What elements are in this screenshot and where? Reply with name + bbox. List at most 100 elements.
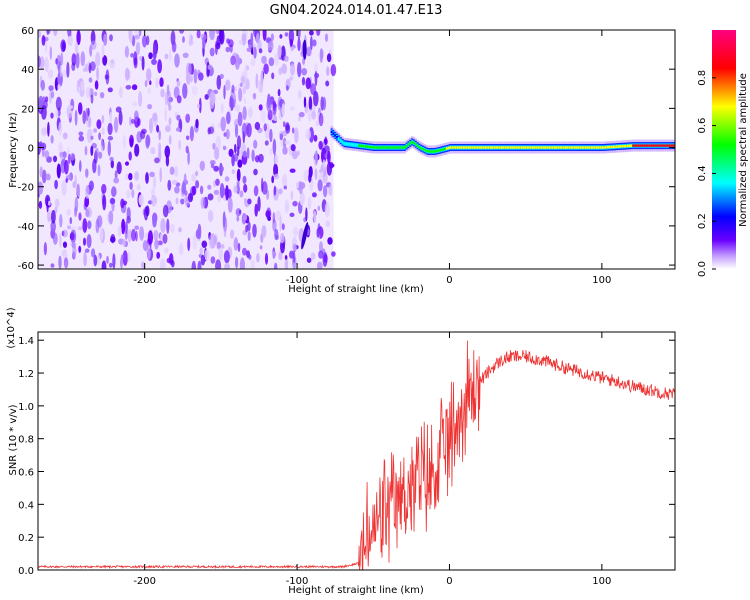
band-core <box>599 146 602 149</box>
noise-cell <box>41 169 47 184</box>
noise-cell <box>107 135 114 141</box>
noise-cell <box>158 142 162 152</box>
noise-cell <box>253 168 258 176</box>
noise-cell <box>237 111 243 127</box>
band-core <box>579 146 582 149</box>
band-core <box>511 146 514 149</box>
band-core <box>575 146 578 149</box>
band-core <box>387 146 390 149</box>
noise-cell <box>226 111 231 125</box>
noise-cell <box>305 77 312 90</box>
noise-cell <box>248 254 252 260</box>
band-core <box>555 146 558 149</box>
noise-cell <box>116 161 122 175</box>
noise-cell <box>124 67 130 81</box>
noise-cell <box>310 36 313 51</box>
noise-cell <box>102 194 107 211</box>
noise-cell <box>58 255 62 269</box>
noise-cell <box>173 86 180 99</box>
band-core <box>507 146 511 149</box>
noise-cell <box>93 128 98 133</box>
noise-cell <box>60 52 64 66</box>
noise-cell <box>215 178 220 186</box>
noise-cell <box>66 61 70 78</box>
band-core <box>436 149 439 152</box>
noise-cell <box>101 260 107 269</box>
noise-cell <box>109 111 112 124</box>
noise-cell <box>48 200 51 206</box>
noise-cell <box>109 34 113 42</box>
band-core <box>454 146 458 149</box>
band-core <box>418 145 421 149</box>
noise-cell <box>283 55 289 62</box>
band-core <box>396 146 399 149</box>
noise-cell <box>235 208 242 217</box>
band-core <box>403 146 406 149</box>
band-core <box>411 140 414 144</box>
noise-cell <box>62 241 68 248</box>
noise-cell <box>82 110 86 125</box>
noise-cell <box>233 86 237 92</box>
noise-cell <box>174 53 180 68</box>
noise-cell <box>135 41 141 56</box>
noise-cell <box>315 150 318 165</box>
noise-cell <box>197 223 202 240</box>
noise-cell <box>83 237 86 246</box>
noise-cell <box>164 91 168 106</box>
noise-cell <box>263 63 269 75</box>
noise-cell <box>258 48 263 54</box>
band-core <box>427 150 430 153</box>
noise-cell <box>248 40 254 50</box>
noise-cell <box>250 259 255 269</box>
noise-cell <box>129 116 132 126</box>
band-core <box>478 146 481 149</box>
noise-cell <box>207 210 214 223</box>
noise-cell <box>271 72 275 80</box>
noise-cell <box>327 150 331 164</box>
noise-cell <box>218 247 223 261</box>
noise-cell <box>67 105 74 110</box>
noise-cell <box>215 30 219 35</box>
noise-cell <box>305 129 312 140</box>
noise-cell <box>234 104 241 112</box>
noise-cell <box>148 52 153 60</box>
noise-cell <box>38 55 41 68</box>
noise-cell <box>53 30 58 36</box>
noise-cell <box>126 207 131 221</box>
noise-cell <box>289 168 296 173</box>
noise-cell <box>318 112 324 127</box>
noise-cell <box>159 167 162 183</box>
noise-cell <box>113 177 120 184</box>
noise-cell <box>101 183 107 194</box>
y-tick-label: 20 <box>21 104 34 115</box>
noise-cell <box>95 218 100 234</box>
band-core <box>434 150 438 153</box>
noise-cell <box>209 47 215 57</box>
noise-cell <box>191 173 197 182</box>
band-core <box>356 144 359 147</box>
colorbar-tick-label: 0.8 <box>697 70 708 86</box>
noise-cell <box>191 85 198 96</box>
noise-cell <box>168 117 172 126</box>
noise-cell <box>238 88 243 102</box>
noise-cell <box>48 85 54 91</box>
noise-cell <box>227 197 233 213</box>
snr-frame <box>37 331 676 571</box>
band-core <box>615 145 619 148</box>
noise-cell <box>70 98 75 112</box>
noise-cell <box>141 56 145 71</box>
noise-cell <box>204 249 210 262</box>
band-core <box>392 146 395 149</box>
noise-cell <box>70 229 77 244</box>
band-core <box>637 144 641 147</box>
noise-cell <box>225 128 230 140</box>
noise-cell <box>127 251 131 262</box>
noise-cell <box>188 39 194 46</box>
band-core <box>361 144 364 148</box>
noise-cell <box>88 62 92 74</box>
noise-cell <box>215 259 222 269</box>
noise-cell <box>324 202 330 218</box>
noise-cell <box>154 157 160 164</box>
noise-cell <box>234 124 239 138</box>
